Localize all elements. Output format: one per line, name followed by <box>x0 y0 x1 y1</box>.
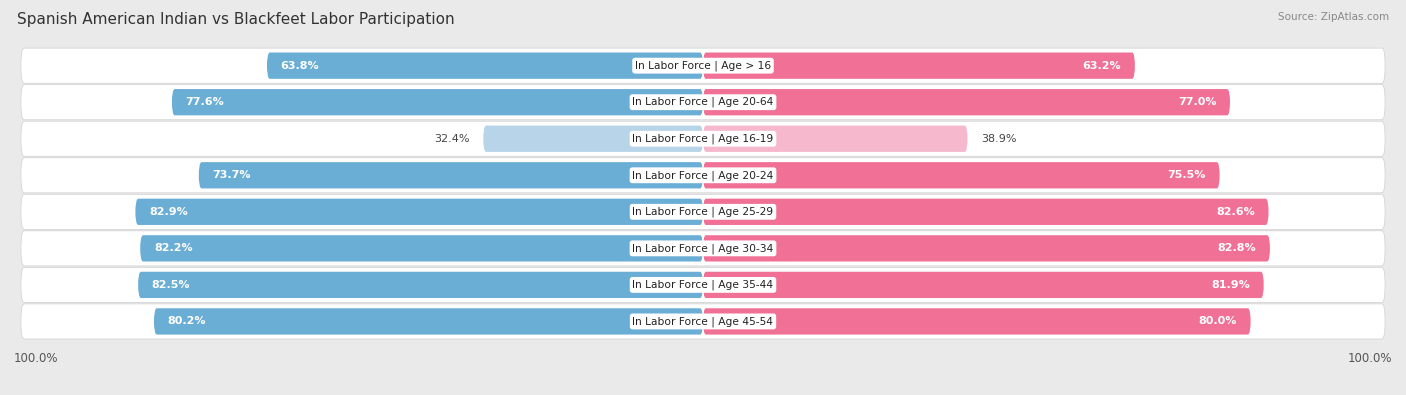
FancyBboxPatch shape <box>21 304 1385 339</box>
Text: 38.9%: 38.9% <box>981 134 1017 144</box>
Text: 100.0%: 100.0% <box>14 352 59 365</box>
Text: 82.5%: 82.5% <box>152 280 190 290</box>
FancyBboxPatch shape <box>21 194 1385 229</box>
FancyBboxPatch shape <box>703 126 967 152</box>
Text: 63.2%: 63.2% <box>1083 61 1121 71</box>
Text: 82.6%: 82.6% <box>1216 207 1254 217</box>
Text: In Labor Force | Age 20-64: In Labor Force | Age 20-64 <box>633 97 773 107</box>
FancyBboxPatch shape <box>21 121 1385 156</box>
Text: 81.9%: 81.9% <box>1211 280 1250 290</box>
FancyBboxPatch shape <box>703 235 1270 261</box>
Text: 100.0%: 100.0% <box>1347 352 1392 365</box>
Text: 77.6%: 77.6% <box>186 97 225 107</box>
Text: 73.7%: 73.7% <box>212 170 252 180</box>
FancyBboxPatch shape <box>141 235 703 261</box>
FancyBboxPatch shape <box>21 158 1385 193</box>
Text: 75.5%: 75.5% <box>1167 170 1206 180</box>
Text: 77.0%: 77.0% <box>1178 97 1216 107</box>
Text: Spanish American Indian vs Blackfeet Labor Participation: Spanish American Indian vs Blackfeet Lab… <box>17 12 454 27</box>
Text: In Labor Force | Age 35-44: In Labor Force | Age 35-44 <box>633 280 773 290</box>
FancyBboxPatch shape <box>135 199 703 225</box>
FancyBboxPatch shape <box>21 231 1385 266</box>
FancyBboxPatch shape <box>703 89 1230 115</box>
Text: 82.8%: 82.8% <box>1218 243 1256 253</box>
FancyBboxPatch shape <box>153 308 703 335</box>
Text: Source: ZipAtlas.com: Source: ZipAtlas.com <box>1278 12 1389 22</box>
FancyBboxPatch shape <box>703 162 1220 188</box>
Text: 80.0%: 80.0% <box>1198 316 1237 326</box>
Text: 82.9%: 82.9% <box>149 207 188 217</box>
FancyBboxPatch shape <box>21 267 1385 303</box>
FancyBboxPatch shape <box>21 48 1385 83</box>
FancyBboxPatch shape <box>172 89 703 115</box>
Text: In Labor Force | Age 30-34: In Labor Force | Age 30-34 <box>633 243 773 254</box>
Text: In Labor Force | Age > 16: In Labor Force | Age > 16 <box>636 60 770 71</box>
FancyBboxPatch shape <box>138 272 703 298</box>
FancyBboxPatch shape <box>21 85 1385 120</box>
Text: 82.2%: 82.2% <box>153 243 193 253</box>
FancyBboxPatch shape <box>703 308 1251 335</box>
FancyBboxPatch shape <box>484 126 703 152</box>
Text: 32.4%: 32.4% <box>434 134 470 144</box>
FancyBboxPatch shape <box>703 272 1264 298</box>
Text: In Labor Force | Age 25-29: In Labor Force | Age 25-29 <box>633 207 773 217</box>
FancyBboxPatch shape <box>703 199 1268 225</box>
FancyBboxPatch shape <box>267 53 703 79</box>
Text: In Labor Force | Age 16-19: In Labor Force | Age 16-19 <box>633 134 773 144</box>
Text: In Labor Force | Age 45-54: In Labor Force | Age 45-54 <box>633 316 773 327</box>
Text: 80.2%: 80.2% <box>167 316 207 326</box>
FancyBboxPatch shape <box>703 53 1135 79</box>
Text: In Labor Force | Age 20-24: In Labor Force | Age 20-24 <box>633 170 773 181</box>
FancyBboxPatch shape <box>198 162 703 188</box>
Text: 63.8%: 63.8% <box>281 61 319 71</box>
